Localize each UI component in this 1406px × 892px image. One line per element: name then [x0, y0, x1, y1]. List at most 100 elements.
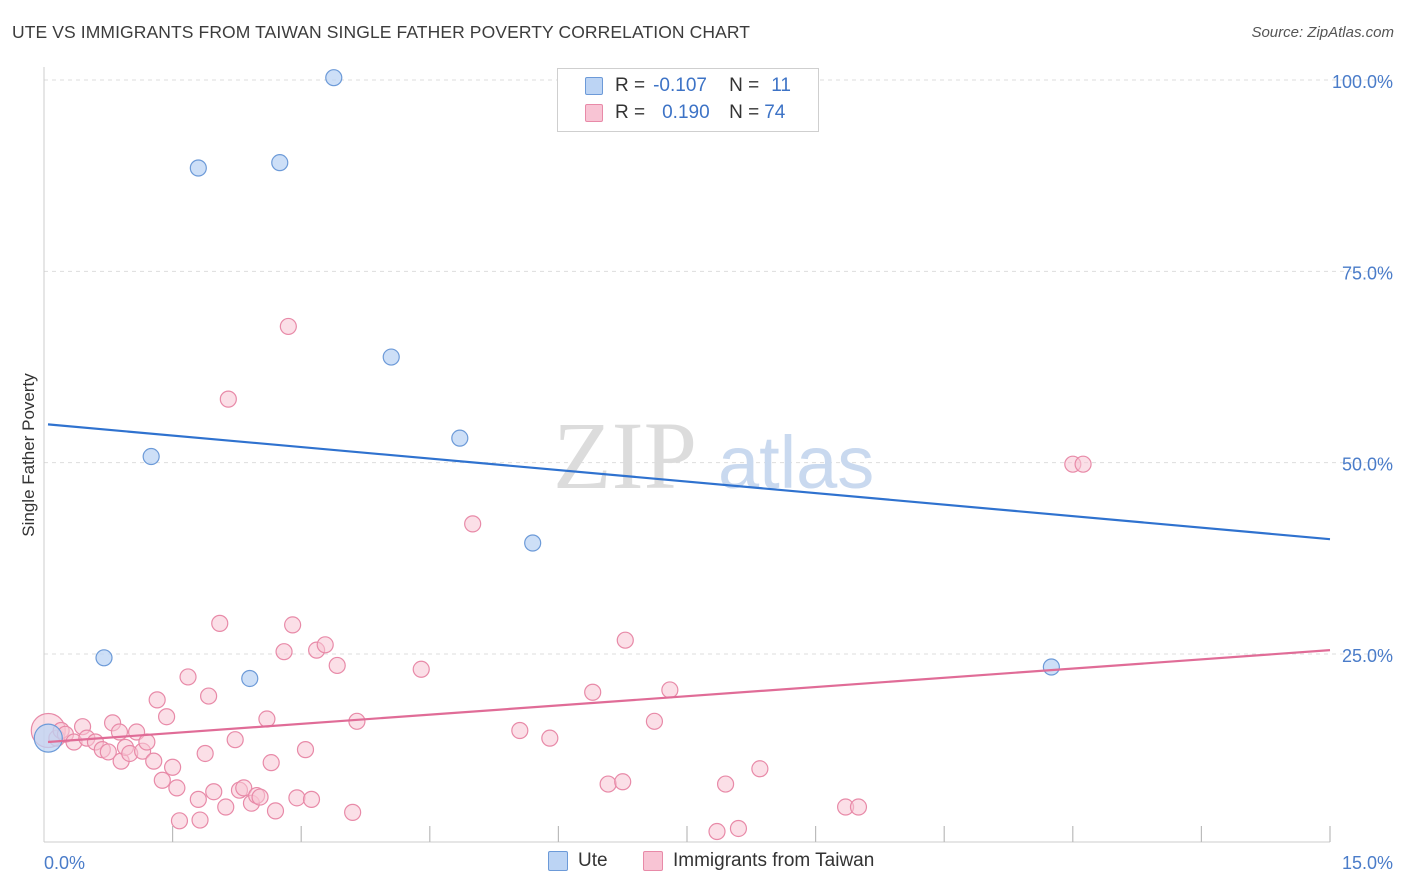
grid-lines	[44, 79, 1392, 655]
ute-point	[325, 69, 343, 87]
taiwan-point	[219, 390, 237, 408]
legend-ute-label: Ute	[578, 850, 608, 871]
taiwan-point	[729, 819, 748, 838]
taiwan-point	[148, 691, 166, 709]
taiwan-point	[157, 708, 176, 726]
ute-swatch	[548, 851, 568, 871]
x-tick-label: 15.0%	[1342, 853, 1393, 873]
taiwan-point	[751, 760, 769, 778]
axes	[43, 67, 1331, 843]
taiwan-point	[464, 515, 482, 533]
taiwan-point	[235, 779, 253, 797]
watermark-atlas: atlas	[718, 421, 874, 504]
y-tick-label: 50.0%	[1342, 455, 1393, 475]
taiwan-point	[296, 741, 315, 759]
legend-r-label: R =	[615, 102, 646, 123]
taiwan-point	[284, 616, 302, 634]
legend-n-label: N =	[729, 102, 760, 123]
taiwan-point	[716, 775, 735, 793]
stats-legend: R = -0.107 N = 11 R = 0.190 N = 74	[557, 68, 819, 132]
taiwan-point	[258, 710, 276, 728]
taiwan-point	[302, 790, 321, 808]
legend-row-taiwan: R = 0.190 N = 74	[558, 100, 785, 126]
ute-point	[241, 669, 259, 688]
taiwan-swatch	[585, 104, 603, 122]
taiwan-point	[584, 683, 602, 701]
ute-point	[33, 723, 63, 753]
taiwan-point	[645, 712, 664, 730]
legend-n-value: 11	[771, 75, 791, 96]
taiwan-point	[344, 803, 362, 821]
taiwan-point	[153, 771, 171, 789]
legend-item-ute: Ute	[548, 850, 608, 872]
taiwan-point	[661, 681, 679, 699]
ute-point	[95, 649, 113, 667]
taiwan-point	[200, 687, 218, 705]
taiwan-point	[708, 822, 726, 841]
taiwan-point	[168, 779, 186, 797]
taiwan-point	[316, 636, 334, 654]
taiwan-point	[189, 790, 207, 808]
taiwan-point	[279, 317, 297, 336]
ute-trend-line	[47, 423, 1331, 541]
legend-n-value: 74	[764, 102, 786, 123]
tick-labels: 25.0% 50.0% 75.0% 100.0% 0.0% 15.0%	[44, 72, 1393, 873]
ute-point	[1042, 658, 1060, 676]
taiwan-point	[599, 775, 617, 793]
ute-swatch	[585, 77, 603, 95]
taiwan-point	[211, 614, 229, 632]
taiwan-series	[30, 317, 1092, 841]
taiwan-point	[226, 731, 244, 749]
taiwan-point	[328, 656, 346, 675]
taiwan-point	[262, 754, 280, 772]
taiwan-point	[412, 660, 430, 678]
legend-r-value: -0.107	[653, 75, 707, 96]
taiwan-point	[205, 783, 223, 801]
trend-lines	[47, 423, 1331, 744]
ute-point	[524, 534, 542, 552]
taiwan-point	[288, 789, 306, 807]
taiwan-point	[849, 798, 868, 816]
y-tick-label: 25.0%	[1342, 646, 1393, 666]
taiwan-point	[251, 788, 269, 806]
ute-point	[271, 154, 289, 172]
chart-title: UTE VS IMMIGRANTS FROM TAIWAN SINGLE FAT…	[12, 22, 751, 42]
legend-taiwan-label: Immigrants from Taiwan	[673, 850, 875, 871]
legend-n-label: N =	[729, 75, 760, 96]
legend-row-ute: R = -0.107 N = 11	[558, 73, 791, 99]
taiwan-point	[511, 721, 529, 740]
ute-series	[33, 69, 1060, 753]
watermark-zip: ZIP	[553, 402, 697, 509]
ute-point	[382, 348, 400, 366]
ute-point	[142, 447, 160, 466]
taiwan-point	[1074, 455, 1092, 473]
y-tick-label: 75.0%	[1342, 263, 1393, 283]
taiwan-point	[217, 798, 235, 816]
taiwan-point	[191, 811, 209, 829]
x-tick-label: 0.0%	[44, 853, 85, 873]
taiwan-point	[275, 643, 293, 661]
taiwan-point	[541, 729, 559, 747]
legend-item-taiwan: Immigrants from Taiwan	[643, 850, 874, 872]
watermark: ZIP atlas	[553, 402, 874, 509]
taiwan-point	[614, 773, 632, 791]
legend-r-value: 0.190	[662, 102, 710, 123]
y-tick-label: 100.0%	[1332, 72, 1393, 92]
taiwan-point	[179, 668, 197, 686]
ute-point	[451, 429, 469, 447]
taiwan-swatch	[643, 851, 663, 871]
ute-point	[189, 159, 207, 177]
taiwan-point	[266, 802, 285, 820]
taiwan-point	[196, 744, 214, 763]
source-label: Source: ZipAtlas.com	[1251, 24, 1394, 41]
legend-r-label: R =	[615, 75, 646, 96]
taiwan-point	[170, 812, 189, 830]
taiwan-point	[99, 743, 117, 761]
y-axis-label: Single Father Poverty	[19, 373, 38, 537]
taiwan-point	[145, 752, 163, 770]
taiwan-point	[164, 758, 182, 776]
taiwan-point	[616, 631, 634, 649]
taiwan-trend-line	[47, 649, 1331, 744]
series-legend: Ute Immigrants from Taiwan	[0, 850, 1406, 878]
